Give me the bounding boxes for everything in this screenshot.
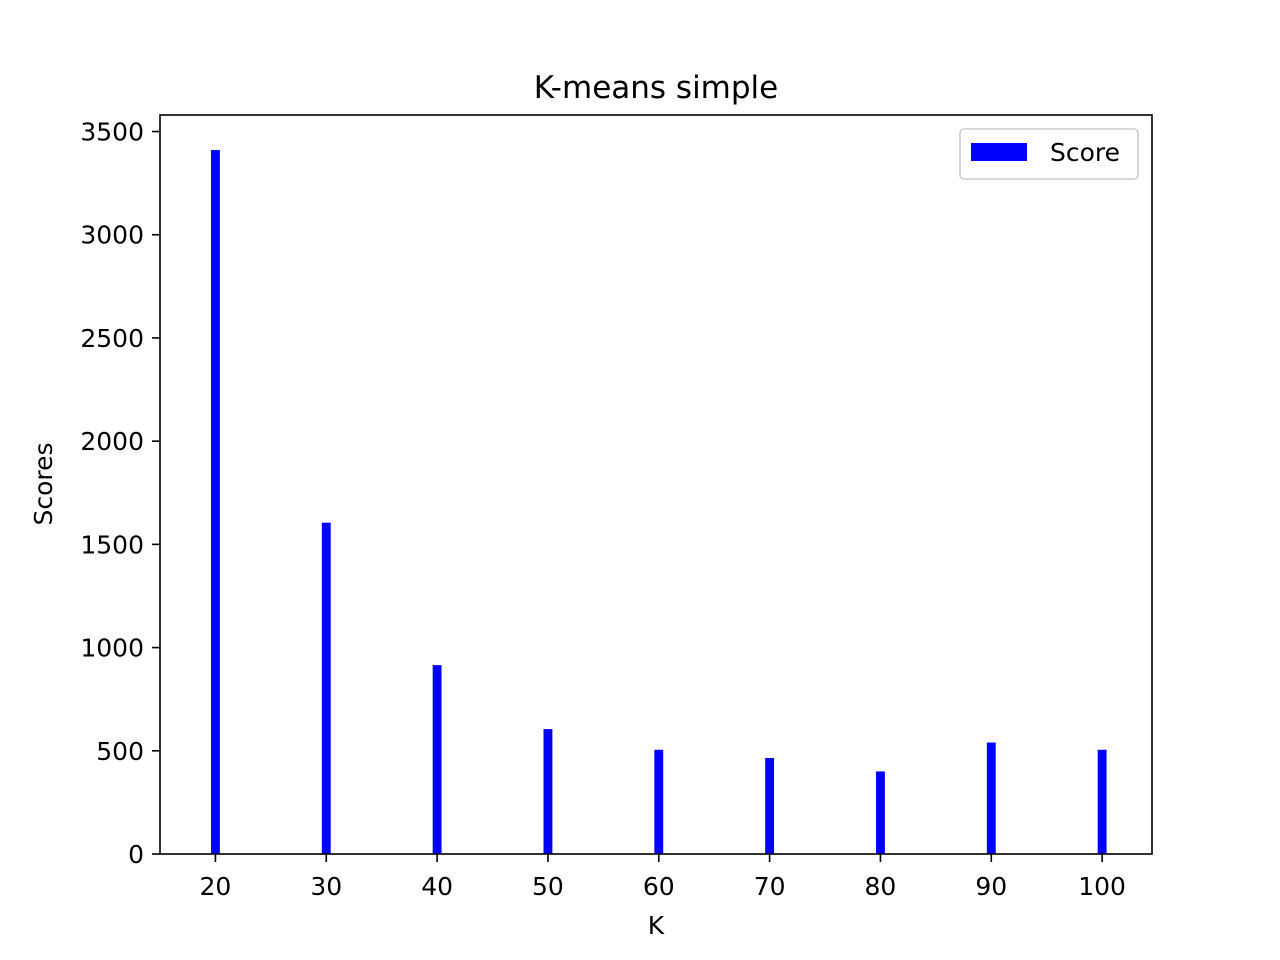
bar-k-100 (1097, 749, 1107, 854)
bars-group (210, 150, 1107, 855)
y-tick-label: 3500 (80, 118, 144, 147)
x-axis: 20 30 40 50 60 70 80 90 100 (200, 854, 1126, 901)
x-tick-label: 40 (421, 872, 453, 901)
chart-title: K-means simple (534, 70, 779, 106)
y-tick-label: 1000 (80, 634, 144, 663)
plot-background (160, 115, 1152, 854)
x-tick-label: 70 (754, 872, 786, 901)
bar-k-40 (432, 665, 442, 854)
y-tick-label: 0 (128, 840, 144, 869)
x-tick-label: 20 (200, 872, 232, 901)
x-tick-label: 90 (975, 872, 1007, 901)
legend-swatch (971, 143, 1027, 161)
bar-k-70 (765, 758, 775, 854)
y-tick-label: 2000 (80, 427, 144, 456)
bar-k-50 (543, 729, 553, 854)
x-tick-label: 50 (532, 872, 564, 901)
y-tick-label: 500 (96, 737, 144, 766)
bar-k-20 (210, 150, 220, 855)
x-tick-label: 80 (865, 872, 897, 901)
plot-area (160, 115, 1152, 854)
y-tick-label: 3000 (80, 221, 144, 250)
bar-k-30 (321, 522, 331, 854)
x-axis-label: K (648, 911, 665, 940)
bar-k-80 (876, 771, 885, 854)
legend-label: Score (1050, 138, 1120, 167)
y-axis: 0 500 1000 1500 2000 2500 3000 3500 (80, 118, 160, 869)
x-tick-label: 100 (1078, 872, 1126, 901)
y-tick-label: 1500 (80, 530, 144, 559)
y-tick-label: 2500 (80, 324, 144, 353)
x-tick-label: 30 (310, 872, 342, 901)
x-tick-label: 60 (643, 872, 675, 901)
plot-frame (159, 114, 1153, 855)
legend: Score (959, 128, 1139, 180)
y-axis-label: Scores (29, 442, 58, 525)
bar-k-60 (654, 749, 664, 854)
bar-k-90 (986, 742, 996, 854)
legend-box (959, 128, 1139, 180)
